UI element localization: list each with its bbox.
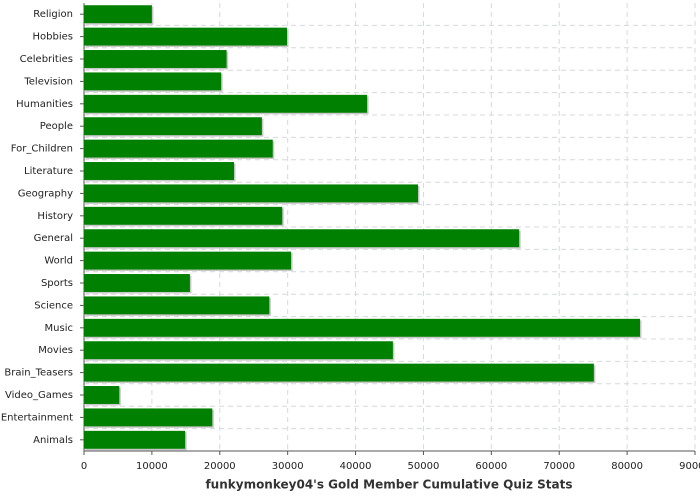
x-tick-label: 80000	[611, 461, 643, 472]
y-tick-label: Science	[34, 300, 73, 311]
y-tick-label: Brain_Teasers	[4, 368, 73, 379]
y-tick-label: Literature	[24, 166, 73, 177]
y-tick-label: People	[40, 121, 73, 132]
x-tick-label: 60000	[475, 461, 507, 472]
y-tick-label: Geography	[18, 188, 73, 199]
y-tick-label: Video_Games	[5, 390, 73, 401]
y-tick-label: Animals	[33, 435, 73, 446]
y-tick-label: Movies	[38, 345, 73, 356]
y-tick-label: Music	[45, 323, 73, 334]
x-tick-label: 10000	[136, 461, 168, 472]
bar	[84, 296, 270, 315]
x-tick-label: 40000	[340, 461, 372, 472]
x-tick-label: 50000	[408, 461, 440, 472]
bar	[84, 94, 368, 113]
bar	[84, 72, 222, 91]
y-tick-label: Humanities	[16, 99, 73, 110]
x-tick-label: 30000	[272, 461, 304, 472]
y-tick-label: Television	[23, 76, 73, 87]
bar	[84, 139, 273, 158]
bar	[84, 363, 594, 382]
bar	[84, 117, 262, 136]
bar	[84, 184, 419, 203]
x-tick-label: 20000	[204, 461, 236, 472]
x-tick-label: 70000	[543, 461, 575, 472]
bar	[84, 274, 190, 292]
bar	[84, 430, 186, 449]
bar	[84, 50, 227, 68]
x-tick-label: 0	[81, 461, 87, 472]
x-tick-label: 90000	[679, 461, 700, 472]
bar	[84, 206, 283, 225]
y-tick-label: Religion	[33, 9, 73, 20]
bar	[84, 386, 120, 404]
bar	[84, 318, 641, 337]
y-tick-label: Sports	[41, 278, 73, 289]
y-tick-label: Entertainment	[1, 412, 73, 423]
bar	[84, 229, 520, 248]
y-tick-label: Celebrities	[20, 54, 73, 65]
bar	[84, 162, 235, 180]
y-tick-label: General	[34, 233, 73, 244]
bar	[84, 341, 393, 360]
bar	[84, 27, 287, 46]
y-tick-label: History	[37, 211, 73, 222]
bar	[84, 5, 152, 24]
y-tick-label: For_Children	[11, 144, 73, 155]
x-axis-title: funkymonkey04's Gold Member Cumulative Q…	[205, 478, 572, 492]
bar	[84, 408, 213, 427]
bar	[84, 251, 292, 270]
y-tick-label: World	[44, 256, 73, 267]
y-tick-label: Hobbies	[33, 32, 73, 43]
